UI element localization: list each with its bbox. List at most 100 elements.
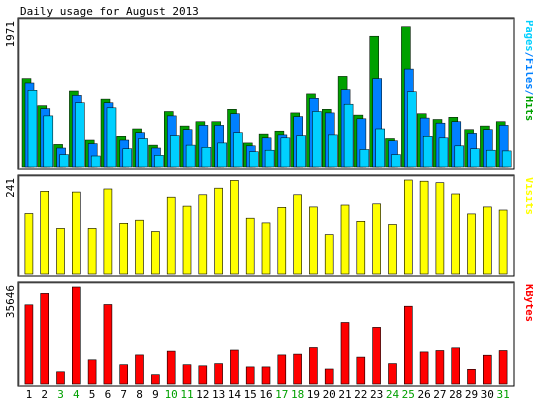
- legend-part: Files: [523, 58, 533, 90]
- visits-bar-day-4: [72, 191, 81, 275]
- visits-bar-day-3: [56, 228, 65, 275]
- visits-bar-day-28: [451, 193, 461, 275]
- pages-bar-day-3: [59, 154, 69, 168]
- x-tick-label-day-26: 26: [417, 388, 430, 401]
- kbytes-bar-day-26: [419, 351, 429, 385]
- x-tick-label-day-30: 30: [481, 388, 494, 401]
- pages-bar-day-15: [249, 151, 259, 168]
- x-tick-label-day-28: 28: [449, 388, 462, 401]
- x-tick-label-day-25: 25: [402, 388, 415, 401]
- pages-bar-day-16: [264, 149, 275, 168]
- legend-part: /: [523, 52, 533, 58]
- kbytes-bar-day-11: [182, 364, 192, 385]
- pages-bar-day-24: [391, 154, 401, 168]
- legend-part: KBytes: [523, 284, 533, 322]
- kbytes-bar-day-24: [388, 363, 397, 385]
- pages-bar-day-5: [90, 155, 101, 168]
- kbytes-bar-day-25: [403, 305, 413, 385]
- x-tick-label-day-2: 2: [41, 388, 48, 401]
- pages-bar-day-13: [217, 142, 227, 168]
- pages-bar-day-8: [138, 138, 148, 168]
- x-tick-label-day-22: 22: [354, 388, 367, 401]
- x-tick-label-day-4: 4: [73, 388, 80, 401]
- kbytes-bar-day-16: [261, 366, 271, 385]
- kbytes-bar-day-17: [277, 354, 287, 385]
- visits-bar-day-5: [87, 228, 97, 275]
- pages-bar-day-25: [407, 91, 417, 168]
- kbytes-bar-day-4: [72, 286, 81, 385]
- pages-bar-day-19: [312, 111, 322, 168]
- kbytes-bar-day-14: [230, 349, 239, 385]
- panel-legend: Visits: [523, 177, 533, 215]
- visits-bar-day-17: [277, 207, 287, 275]
- x-axis-labels: 1 2 3 4 5 6 7 8 9 10 11 12 13 14 15 16 17 18 19 20 21 22 23 24 2…: [26, 388, 510, 401]
- kbytes-bar-day-28: [451, 347, 461, 385]
- visits-bar-day-16: [261, 222, 271, 275]
- pages-bar-day-22: [359, 149, 370, 168]
- visits-bar-day-12: [198, 194, 208, 275]
- visits-bar-day-22: [356, 221, 366, 275]
- kbytes-bar-day-31: [498, 350, 508, 385]
- visits-bar-day-14: [230, 180, 239, 275]
- pages-bar-day-11: [185, 144, 196, 168]
- visits-bar-day-31: [498, 209, 508, 275]
- visits-bar-day-30: [482, 206, 492, 275]
- x-tick-label-day-20: 20: [323, 388, 336, 401]
- visits-bar-day-10: [166, 196, 176, 275]
- pages-bar-day-18: [296, 135, 306, 168]
- kbytes-bar-day-29: [467, 368, 476, 385]
- pages-bar-day-31: [501, 150, 512, 168]
- pages-bar-day-7: [122, 148, 133, 168]
- visits-bar-day-15: [245, 217, 255, 275]
- panel-legend: Pages/Files/Hits: [523, 20, 533, 121]
- pages-bar-day-21: [343, 103, 354, 168]
- pages-bar-day-20: [328, 134, 338, 168]
- chart-title: Daily usage for August 2013: [20, 5, 199, 18]
- pages-bar-day-12: [201, 147, 212, 168]
- x-tick-label-day-8: 8: [136, 388, 143, 401]
- kbytes-bar-day-2: [40, 293, 50, 385]
- pages-bar-day-14: [233, 132, 243, 168]
- kbytes-bar-day-20: [324, 368, 334, 385]
- kbytes-bar-day-13: [214, 363, 223, 385]
- kbytes-bar-day-30: [482, 354, 492, 385]
- visits-bar-day-1: [24, 213, 34, 275]
- visits-bar-day-25: [403, 179, 413, 275]
- legend-part: Hits: [523, 96, 533, 121]
- kbytes-bar-day-19: [309, 347, 318, 385]
- kbytes-bar-day-22: [356, 356, 366, 385]
- visits-bar-day-26: [419, 180, 429, 275]
- kbytes-bar-day-18: [293, 353, 302, 385]
- visits-bar-day-9: [151, 231, 160, 275]
- panel-max-label: 35646: [4, 285, 17, 318]
- visits-bar-day-27: [435, 182, 445, 275]
- x-tick-label-day-6: 6: [105, 388, 112, 401]
- x-tick-label-day-11: 11: [180, 388, 193, 401]
- pages-bar-day-27: [438, 137, 449, 168]
- visits-bar-day-6: [103, 188, 113, 275]
- x-tick-label-day-17: 17: [275, 388, 288, 401]
- visits-bar-day-13: [214, 187, 223, 275]
- visits-bar-day-19: [309, 206, 318, 275]
- x-tick-label-day-3: 3: [57, 388, 64, 401]
- pages-bar-day-9: [154, 155, 164, 168]
- kbytes-bar-day-6: [103, 304, 113, 385]
- x-tick-label-day-18: 18: [291, 388, 304, 401]
- legend-part: Pages: [523, 20, 533, 52]
- kbytes-bar-day-23: [372, 327, 381, 385]
- kbytes-bar-day-21: [340, 322, 350, 385]
- kbytes-bar-day-27: [435, 350, 445, 385]
- panel-max-label: 241: [4, 178, 17, 198]
- x-tick-label-day-7: 7: [120, 388, 127, 401]
- pages-bar-day-4: [75, 102, 85, 168]
- kbytes-bar-day-5: [87, 359, 97, 385]
- pages-bar-day-6: [106, 107, 117, 168]
- visits-bar-day-11: [182, 205, 192, 275]
- pages-bar-day-26: [422, 136, 433, 168]
- kbytes-bar-day-12: [198, 365, 208, 385]
- kbytes-bar-day-8: [135, 354, 144, 385]
